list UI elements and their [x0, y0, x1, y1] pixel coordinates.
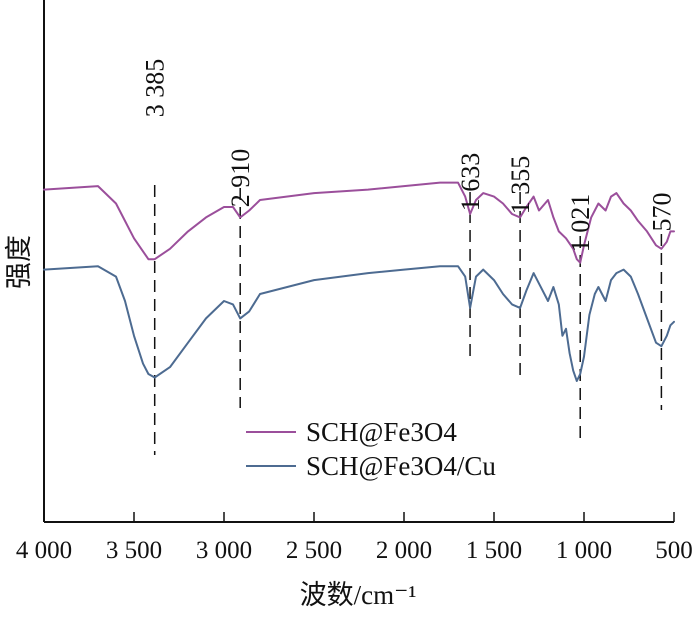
- peak-label: 2 910: [226, 149, 255, 208]
- axes: [43, 0, 674, 523]
- x-tick-label: 2 500: [286, 537, 342, 564]
- legend-label: SCH@Fe3O4/Cu: [306, 451, 496, 481]
- x-tick-label: 2 000: [376, 537, 432, 564]
- x-tick-label: 3 000: [196, 537, 252, 564]
- peak-label: 570: [647, 193, 676, 232]
- peak-label: 1 633: [456, 153, 485, 212]
- series-layer: [43, 181, 675, 382]
- peak-label: 3 385: [141, 59, 170, 118]
- x-ticks: [43, 512, 675, 522]
- peak-label: 1 355: [506, 156, 535, 215]
- series-line: [43, 265, 675, 382]
- series-line: [43, 181, 675, 264]
- x-tick-labels: 4 000 3 500 3 000 2 500 2 000 1 500 1 000 500: [16, 537, 693, 564]
- x-tick-label: 1 500: [466, 537, 522, 564]
- x-tick-label: 3 500: [106, 537, 162, 564]
- legend: SCH@Fe3O4 SCH@Fe3O4/Cu: [246, 417, 496, 481]
- x-tick-label: 4 000: [16, 537, 72, 564]
- peak-labels: 3 385 2 910 1 633 1 355 1 021 570: [141, 59, 677, 253]
- peak-label: 1 021: [566, 194, 595, 253]
- peak-lines: [153, 185, 663, 455]
- x-tick-label: 500: [655, 537, 693, 564]
- x-tick-label: 1 000: [556, 537, 612, 564]
- x-axis-title: 波数/cm⁻¹: [300, 580, 417, 610]
- legend-label: SCH@Fe3O4: [306, 417, 457, 447]
- y-axis-title: 强度: [4, 235, 34, 289]
